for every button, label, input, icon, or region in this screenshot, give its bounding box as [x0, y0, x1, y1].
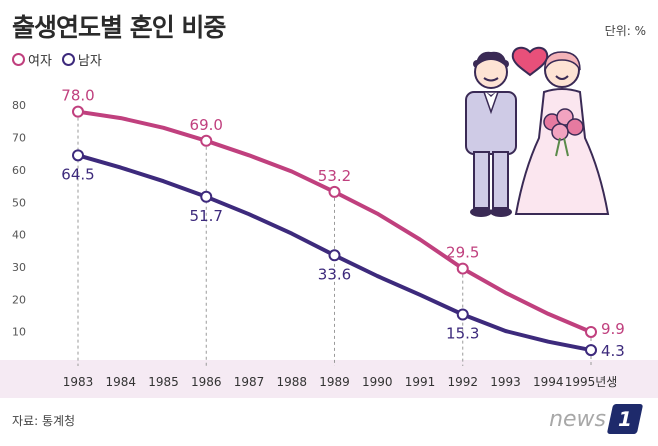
- news1-logo: news 1: [549, 404, 644, 434]
- data-label: 53.2: [318, 167, 351, 185]
- y-tick-label: 50: [12, 196, 26, 209]
- x-axis: 1983 1984 1985 1986 1987 1988 1989 1990 1991 1992…: [63, 375, 618, 389]
- data-point: [72, 105, 84, 118]
- legend-label-female: 여자: [28, 54, 52, 69]
- x-tick-label: 1983: [63, 375, 94, 389]
- x-tick-label: 1992: [447, 375, 478, 389]
- x-tick-label: 1991: [405, 375, 436, 389]
- x-tick-label: 1989: [319, 375, 350, 389]
- y-tick-label: 20: [12, 293, 26, 306]
- data-label: 29.5: [446, 244, 479, 262]
- data-labels: 78.0 69.0 53.2 29.5 9.9 64.5 51.7 33.6 15.3 4.3: [61, 87, 625, 360]
- x-tick-label: 1986: [191, 375, 222, 389]
- legend-swatch-male: [61, 53, 75, 66]
- data-label: 69.0: [190, 116, 223, 134]
- data-point: [200, 134, 213, 147]
- x-tick-label: 1994: [533, 375, 564, 389]
- x-tick-label: 1984: [105, 375, 136, 389]
- y-tick-label: 40: [12, 229, 26, 242]
- data-label: 9.9: [601, 320, 625, 338]
- logo-badge: 1: [606, 404, 644, 434]
- data-point: [456, 308, 469, 321]
- y-tick-label: 60: [12, 164, 26, 177]
- legend-item-female: 여자: [12, 50, 52, 69]
- legend-label-male: 남자: [77, 54, 102, 69]
- logo-text: news: [549, 406, 606, 432]
- y-tick-label: 80: [12, 99, 26, 112]
- data-label: 15.3: [446, 325, 479, 343]
- legend-swatch-female: [12, 53, 25, 66]
- data-point: [585, 325, 597, 338]
- data-label: 4.3: [601, 342, 625, 360]
- data-point: [456, 262, 469, 275]
- data-label: 51.7: [190, 207, 223, 225]
- x-tick-label: 1995년생: [565, 375, 618, 389]
- y-axis: 10 20 30 40 50 60 70 80: [12, 99, 26, 338]
- data-point: [72, 149, 84, 162]
- data-label: 33.6: [318, 265, 351, 283]
- y-tick-label: 30: [12, 261, 26, 274]
- data-point: [585, 344, 597, 357]
- page-title: 출생연도별 혼인 비중: [12, 13, 226, 42]
- x-tick-label: 1988: [276, 375, 307, 389]
- heart-icon: [511, 46, 549, 77]
- x-tick-label: 1993: [490, 375, 521, 389]
- data-point: [200, 190, 213, 203]
- data-label: 78.0: [61, 87, 94, 105]
- data-point: [328, 249, 341, 262]
- bride-icon: [514, 51, 610, 215]
- series-group: [72, 105, 597, 357]
- unit-label: 단위: %: [604, 24, 646, 38]
- legend: 여자 남자: [12, 50, 102, 69]
- x-tick-label: 1990: [362, 375, 393, 389]
- source-note: 자료: 통계청: [12, 414, 76, 428]
- data-point: [328, 185, 341, 198]
- y-tick-label: 70: [12, 132, 26, 145]
- wedding-couple-illustration: [465, 46, 610, 217]
- data-label: 64.5: [61, 165, 94, 183]
- legend-item-male: 남자: [61, 50, 102, 69]
- x-axis-band: [0, 360, 658, 398]
- groom-icon: [465, 51, 517, 217]
- y-tick-label: 10: [12, 326, 26, 339]
- x-tick-label: 1987: [234, 375, 265, 389]
- x-tick-label: 1985: [148, 375, 179, 389]
